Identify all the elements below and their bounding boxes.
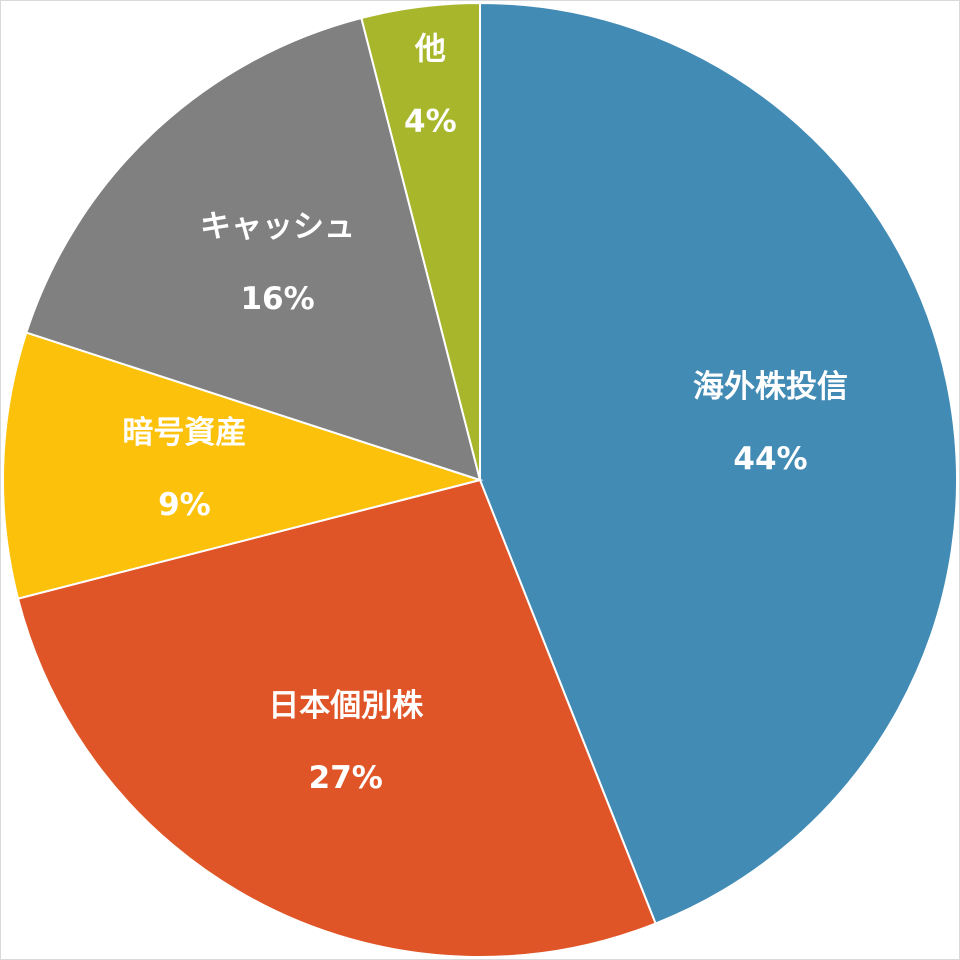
pie-slice bbox=[479, 1, 958, 925]
slice-label: 日本個別株 bbox=[268, 688, 424, 724]
value-label: 27% bbox=[309, 760, 383, 796]
value-label: 4% bbox=[404, 104, 457, 140]
slice-label: 暗号資産 bbox=[122, 415, 246, 451]
slice-label: 海外株投信 bbox=[693, 369, 848, 405]
pie-slice bbox=[25, 16, 482, 482]
slice-label: 他 bbox=[414, 32, 446, 68]
pie-slice bbox=[2, 331, 484, 600]
pie-slice bbox=[16, 478, 657, 958]
value-label: 9% bbox=[158, 487, 211, 523]
pie-slice bbox=[360, 1, 481, 481]
slice-label: キャッシュ bbox=[200, 209, 355, 245]
value-label: 16% bbox=[240, 281, 314, 317]
value-label: 44% bbox=[733, 441, 807, 477]
